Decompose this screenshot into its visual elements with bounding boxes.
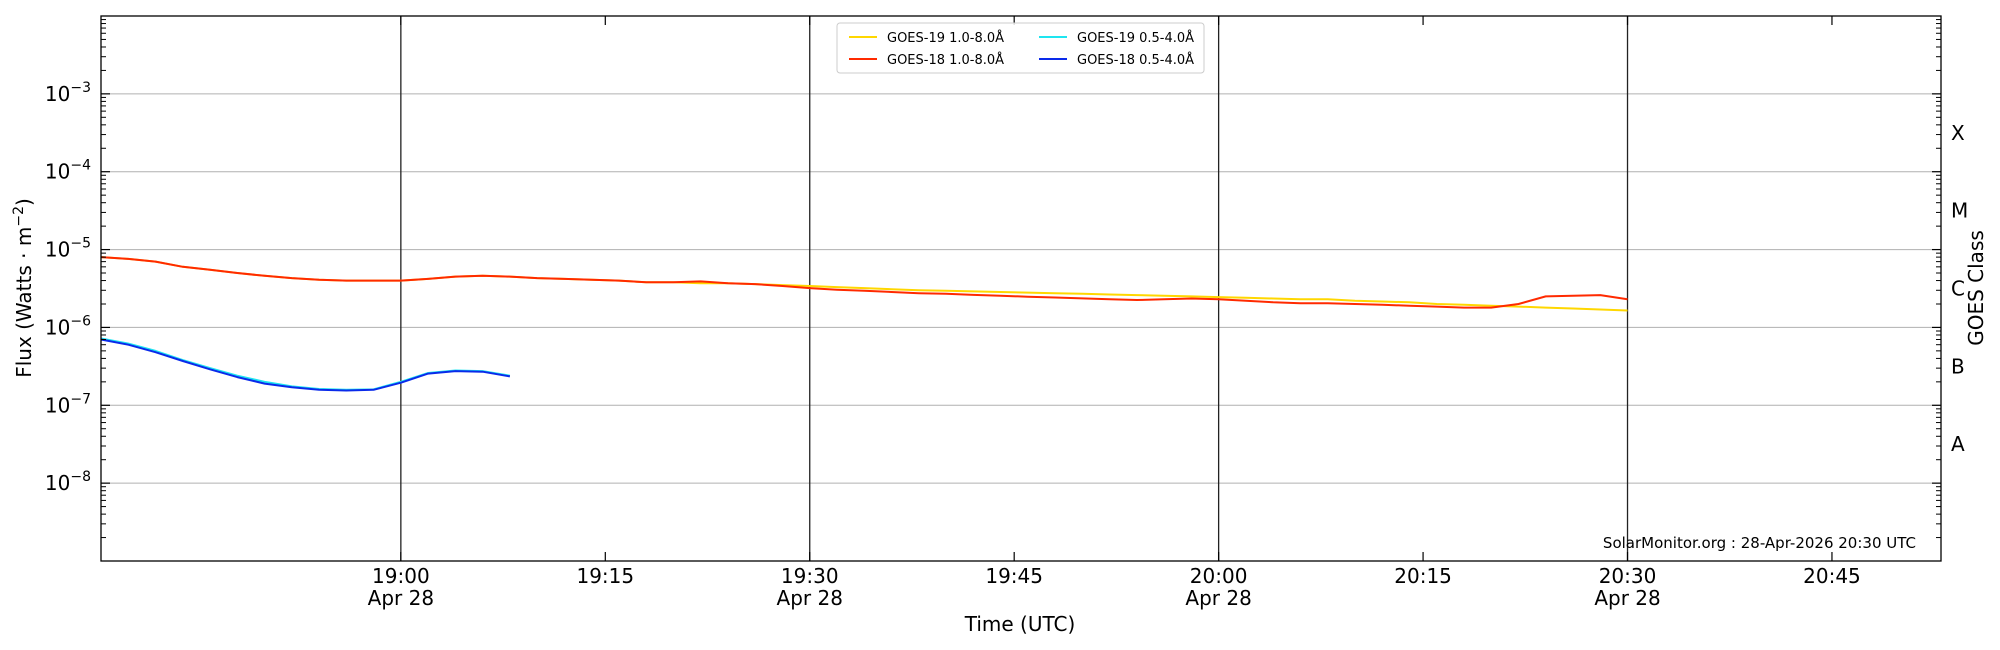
y-tick-label: 10−3 (45, 80, 91, 106)
legend-label: GOES-19 0.5-4.0Å (1077, 30, 1194, 46)
y-tick-exponent: −5 (70, 236, 91, 252)
x-tick-label: 19:30 (781, 564, 839, 588)
y-axis-title-exponent: −2 (11, 206, 27, 227)
y-tick-base: 10 (45, 238, 70, 262)
y-tick-label: 10−8 (45, 469, 91, 495)
goes-class-label: X (1951, 121, 1965, 145)
goes-class-label: C (1951, 277, 1965, 301)
y-axis-title-prefix: Flux (Watts · m (12, 227, 36, 378)
legend-box (836, 22, 1205, 74)
y-tick-base: 10 (45, 315, 70, 339)
series-line-3 (100, 337, 511, 391)
grid-layer (101, 93, 1941, 484)
y-tick-label: 10−6 (45, 313, 91, 339)
y-tick-base: 10 (45, 471, 70, 495)
x-tick-label: 20:45 (1803, 564, 1861, 588)
plot-frame (100, 15, 1942, 562)
y-axis-title-suffix: ) (12, 198, 36, 206)
tick-layer (101, 16, 1941, 561)
y-tick-exponent: −8 (70, 469, 91, 485)
x-tick-date-label: Apr 28 (1594, 586, 1660, 610)
series-line-1 (100, 256, 1628, 312)
y-tick-exponent: −4 (70, 158, 91, 174)
goes-class-labels: X M C B A (1951, 121, 1968, 456)
x-tick-date-label: Apr 28 (368, 586, 434, 610)
y-tick-label: 10−4 (45, 158, 91, 184)
y-tick-base: 10 (45, 393, 70, 417)
x-tick-label: 20:30 (1599, 564, 1657, 588)
legend-label: GOES-18 1.0-8.0Å (887, 52, 1004, 68)
y-axis-title: Flux (Watts · m−2) (11, 198, 36, 378)
goes-class-label: M (1951, 199, 1968, 223)
y-tick-label: 10−5 (45, 236, 91, 262)
series-line-2 (100, 256, 1628, 309)
legend: GOES-19 1.0-8.0Å GOES-19 0.5-4.0Å GOES-18 … (836, 22, 1205, 74)
y-tick-labels: 10−310−410−510−610−710−8 (45, 80, 91, 495)
legend-label: GOES-18 0.5-4.0Å (1077, 52, 1194, 68)
legend-label: GOES-19 1.0-8.0Å (887, 30, 1004, 46)
x-tick-label: 19:45 (985, 564, 1043, 588)
goes-class-axis-title: GOES Class (1964, 230, 1988, 346)
day-boundary-lines (400, 16, 1629, 561)
credit-text: SolarMonitor.org : 28-Apr-2026 20:30 UTC (1603, 534, 1916, 552)
x-tick-label: 19:00 (372, 564, 430, 588)
x-axis-title: Time (UTC) (964, 612, 1076, 636)
x-tick-date-label: Apr 28 (777, 586, 843, 610)
y-tick-label: 10−7 (45, 391, 91, 417)
goes-class-label: A (1951, 432, 1965, 456)
y-tick-base: 10 (45, 82, 70, 106)
y-tick-exponent: −3 (70, 80, 91, 96)
y-tick-exponent: −6 (70, 313, 91, 329)
x-tick-label: 20:00 (1190, 564, 1248, 588)
series-line-4 (100, 338, 511, 392)
y-tick-exponent: −7 (70, 391, 91, 407)
y-tick-base: 10 (45, 160, 70, 184)
x-tick-label: 20:15 (1394, 564, 1452, 588)
x-tick-date-label: Apr 28 (1185, 586, 1251, 610)
goes-class-label: B (1951, 354, 1965, 378)
series-layer (100, 256, 1628, 392)
x-tick-label: 19:15 (576, 564, 634, 588)
